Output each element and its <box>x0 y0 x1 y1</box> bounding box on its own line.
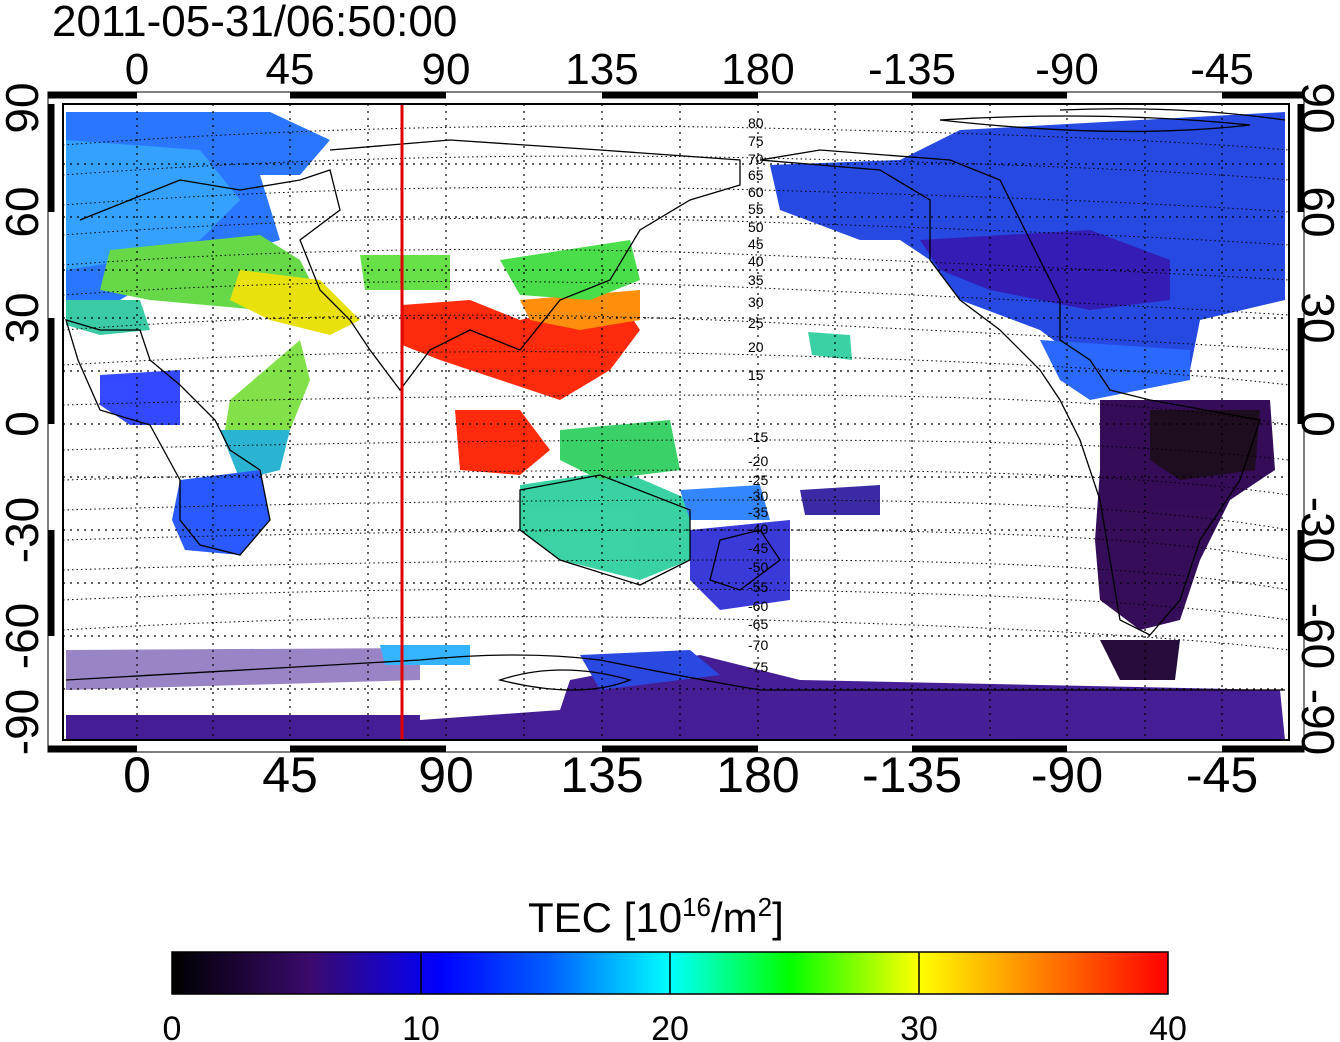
coastlines <box>65 108 1286 691</box>
graticule <box>63 104 1289 740</box>
colorbar-title-sup2: 2 <box>758 892 772 922</box>
contour-label: 35 <box>748 272 764 288</box>
contour-label: 25 <box>748 315 764 331</box>
top-longitude-labels: 0 45 90 135 180 -135 -90 -45 <box>125 45 1254 94</box>
contour-label: -15 <box>748 429 768 445</box>
lon-label: 45 <box>262 747 318 803</box>
tec-region-europe-light <box>66 140 240 270</box>
contour-label: 30 <box>748 294 764 310</box>
contour-label: -20 <box>748 453 768 469</box>
lon-label: 0 <box>123 747 151 803</box>
tec-region-southern-ocean <box>66 648 420 690</box>
lon-label: 90 <box>418 747 474 803</box>
contour-label: 15 <box>748 367 764 383</box>
tec-region-middle-east <box>230 270 360 335</box>
lon-label: -135 <box>862 747 962 803</box>
lat-label: -60 <box>0 603 48 669</box>
lon-label: 0 <box>125 45 149 94</box>
contour-label: 45 <box>748 236 764 252</box>
contour-label: -30 <box>748 488 768 504</box>
contour-label: 20 <box>748 339 764 355</box>
tec-region-hawaii <box>808 332 852 360</box>
lon-label: 180 <box>716 747 799 803</box>
contour-label: -25 <box>748 472 768 488</box>
contour-label: -35 <box>748 504 768 520</box>
colorbar-tick-label: 30 <box>900 1010 938 1042</box>
tec-data-layer <box>66 112 1285 740</box>
contour-label: -40 <box>748 521 768 537</box>
tec-region-africa-mid <box>220 430 290 480</box>
lat-label: 30 <box>0 292 48 343</box>
tec-region-nz <box>690 520 790 610</box>
contour-label: -55 <box>748 579 768 595</box>
lat-label: 60 <box>0 186 48 237</box>
contour-label: -75 <box>748 659 768 675</box>
lon-label: -90 <box>1031 747 1103 803</box>
lon-label: 45 <box>266 45 315 94</box>
tec-region-west-africa <box>100 370 180 425</box>
tec-region-pacific-south <box>800 485 880 515</box>
lon-label: -45 <box>1190 45 1254 94</box>
tec-region-caribbean <box>1040 340 1190 400</box>
tec-region-africa-east <box>225 340 310 450</box>
contour-label: 55 <box>748 201 764 217</box>
colorbar-title-mid: /m <box>711 894 758 941</box>
tec-region-south-america-core <box>1150 410 1260 480</box>
lat-label: -30 <box>0 497 48 563</box>
contour-labels: 80 75 70 65 60 55 50 45 40 35 30 25 20 1… <box>748 115 768 675</box>
colorbar-title-end: ] <box>772 894 784 941</box>
contour-label: -45 <box>748 540 768 556</box>
map-area: 80 75 70 65 60 55 50 45 40 35 30 25 20 1… <box>47 91 1305 753</box>
colorbar-tick-label: 0 <box>163 1010 182 1042</box>
lon-label: -135 <box>868 45 956 94</box>
tec-region-china-green <box>500 240 640 300</box>
contour-label: 40 <box>748 253 764 269</box>
left-latitude-labels: 90 60 30 0 -30 -60 -90 <box>0 82 48 755</box>
lat-label: 90 <box>0 82 48 133</box>
colorbar-title: TEC [1016/m2] <box>528 892 784 941</box>
lat-label: 0 <box>0 411 48 437</box>
lon-label: -45 <box>1186 747 1258 803</box>
tec-region-antarctica <box>66 715 420 740</box>
frame-ticks <box>47 91 1305 753</box>
lon-label: 90 <box>422 45 471 94</box>
lat-label: -90 <box>0 689 48 755</box>
bottom-longitude-labels: 0 45 90 135 180 -135 -90 -45 <box>123 747 1258 803</box>
svg-text:TEC [1016/m2]: TEC [1016/m2] <box>528 892 784 941</box>
map-title: 2011-05-31/06:50:00 <box>52 0 457 46</box>
tec-region-central-asia <box>360 255 450 290</box>
colorbar-tick-label: 10 <box>402 1010 440 1042</box>
magnetic-contours <box>63 125 1289 651</box>
colorbar-title-sup1: 16 <box>682 892 711 922</box>
contour-label: 65 <box>748 167 764 183</box>
lat-label: -90 <box>1292 689 1340 755</box>
tec-region-png <box>680 485 770 520</box>
tec-region-east-asia-orange <box>520 290 640 330</box>
colorbar-tick-labels: 0 10 20 30 40 <box>163 1010 1187 1042</box>
lon-label: 135 <box>565 45 638 94</box>
tec-region-patagonia <box>1100 640 1180 680</box>
map-frame <box>62 103 1290 741</box>
lon-label: 135 <box>560 747 643 803</box>
contour-label: -70 <box>748 637 768 653</box>
contour-label: 80 <box>748 115 764 131</box>
tec-region-southern-africa <box>172 470 270 555</box>
colorbar-ticks <box>420 952 920 994</box>
contour-label: -60 <box>748 598 768 614</box>
contour-label: 50 <box>748 219 764 235</box>
contour-label: -65 <box>748 616 768 632</box>
contour-label: -50 <box>748 559 768 575</box>
lon-label: -90 <box>1035 45 1099 94</box>
colorbar-title-main: TEC [10 <box>528 894 682 941</box>
tec-region-east-china <box>560 420 680 480</box>
contour-label: 70 <box>748 151 764 167</box>
contour-label: 75 <box>748 133 764 149</box>
colorbar-tick-label: 20 <box>651 1010 689 1042</box>
lon-label: 180 <box>721 45 794 94</box>
tec-region-australia <box>520 470 690 580</box>
colorbar-tick-label: 40 <box>1149 1010 1187 1042</box>
tec-region-se-asia <box>455 410 550 475</box>
contour-label: 60 <box>748 184 764 200</box>
